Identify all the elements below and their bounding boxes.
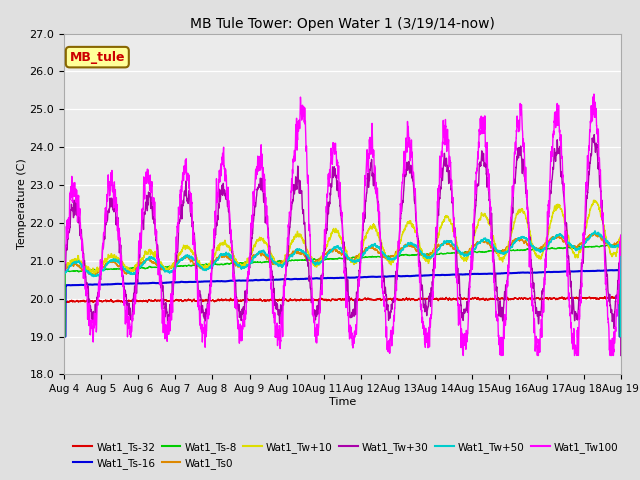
Wat1_Tw+50: [591, 228, 598, 234]
Wat1_Tw100: [422, 338, 430, 344]
Wat1_Tw+10: [273, 259, 280, 265]
Wat1_Ts0: [394, 249, 402, 254]
Wat1_Tw+30: [422, 303, 430, 309]
Wat1_Tw+10: [161, 265, 169, 271]
Wat1_Tw+10: [518, 206, 525, 212]
Wat1_Ts-8: [394, 253, 402, 259]
Wat1_Ts-32: [60, 334, 68, 339]
Line: Wat1_Tw+30: Wat1_Tw+30: [64, 135, 621, 356]
Wat1_Tw+10: [590, 197, 598, 203]
Wat1_Tw100: [273, 334, 280, 340]
Wat1_Tw+50: [422, 254, 430, 260]
Wat1_Ts-16: [394, 273, 402, 279]
Wat1_Ts-16: [476, 271, 483, 277]
Line: Wat1_Ts-32: Wat1_Ts-32: [64, 297, 621, 336]
Wat1_Ts0: [161, 268, 169, 274]
Line: Wat1_Ts-16: Wat1_Ts-16: [64, 270, 621, 336]
Wat1_Tw+10: [60, 334, 68, 339]
Wat1_Tw+50: [273, 262, 280, 267]
Wat1_Ts0: [422, 253, 430, 259]
Line: Wat1_Tw100: Wat1_Tw100: [64, 94, 621, 356]
Wat1_Ts-32: [422, 296, 430, 302]
Wat1_Ts0: [60, 334, 68, 339]
Wat1_Ts-8: [617, 334, 625, 339]
Wat1_Tw+30: [161, 314, 169, 320]
Wat1_Tw+10: [476, 217, 483, 223]
Wat1_Ts-32: [273, 297, 280, 303]
Y-axis label: Temperature (C): Temperature (C): [17, 158, 27, 250]
Wat1_Tw100: [161, 332, 169, 337]
Wat1_Tw100: [518, 110, 525, 116]
Wat1_Ts-16: [518, 270, 525, 276]
Line: Wat1_Tw+10: Wat1_Tw+10: [64, 200, 621, 336]
Wat1_Ts0: [476, 240, 483, 245]
Wat1_Ts-8: [60, 334, 68, 339]
Wat1_Ts-16: [613, 267, 621, 273]
Wat1_Tw+50: [617, 334, 625, 339]
Wat1_Tw100: [394, 248, 402, 253]
Wat1_Ts0: [617, 334, 625, 339]
Wat1_Tw+50: [476, 240, 483, 246]
Wat1_Tw100: [617, 232, 625, 238]
Wat1_Ts-16: [273, 277, 280, 283]
Wat1_Tw+30: [617, 353, 625, 359]
Wat1_Ts-32: [476, 296, 483, 302]
Wat1_Tw+50: [394, 252, 402, 258]
Line: Wat1_Ts0: Wat1_Ts0: [64, 233, 621, 336]
Wat1_Ts-32: [617, 334, 625, 339]
Wat1_Tw+50: [60, 334, 68, 339]
Wat1_Ts0: [591, 230, 598, 236]
Wat1_Ts-8: [422, 252, 430, 257]
Wat1_Ts-32: [518, 295, 525, 301]
Wat1_Tw100: [476, 129, 483, 134]
Wat1_Tw+30: [273, 306, 280, 312]
Wat1_Ts-8: [476, 249, 483, 254]
Title: MB Tule Tower: Open Water 1 (3/19/14-now): MB Tule Tower: Open Water 1 (3/19/14-now…: [190, 17, 495, 31]
Wat1_Tw100: [60, 353, 68, 359]
X-axis label: Time: Time: [329, 397, 356, 407]
Wat1_Ts0: [518, 237, 525, 242]
Wat1_Tw+30: [394, 256, 402, 262]
Wat1_Tw+10: [617, 334, 625, 339]
Wat1_Tw+10: [394, 244, 402, 250]
Wat1_Ts-32: [161, 297, 169, 303]
Wat1_Ts-8: [616, 242, 623, 248]
Wat1_Ts-16: [60, 334, 68, 339]
Wat1_Ts-8: [273, 259, 280, 264]
Wat1_Ts-32: [608, 294, 616, 300]
Text: MB_tule: MB_tule: [70, 51, 125, 64]
Wat1_Tw+30: [60, 353, 68, 359]
Wat1_Ts-16: [617, 334, 625, 339]
Wat1_Ts-16: [422, 273, 430, 278]
Legend: Wat1_Ts-32, Wat1_Ts-16, Wat1_Ts-8, Wat1_Ts0, Wat1_Tw+10, Wat1_Tw+30, Wat1_Tw+50,: Wat1_Ts-32, Wat1_Ts-16, Wat1_Ts-8, Wat1_…: [69, 438, 623, 473]
Wat1_Tw+50: [161, 269, 169, 275]
Wat1_Ts-8: [518, 247, 525, 253]
Line: Wat1_Tw+50: Wat1_Tw+50: [64, 231, 621, 336]
Wat1_Ts-8: [161, 264, 169, 270]
Wat1_Tw100: [590, 91, 598, 97]
Wat1_Tw+30: [590, 132, 598, 138]
Wat1_Tw+30: [476, 161, 483, 167]
Line: Wat1_Ts-8: Wat1_Ts-8: [64, 245, 621, 336]
Wat1_Ts-32: [394, 297, 402, 303]
Wat1_Ts-16: [161, 280, 169, 286]
Wat1_Tw+50: [518, 235, 525, 240]
Wat1_Ts0: [273, 261, 280, 266]
Wat1_Tw+30: [518, 158, 525, 164]
Wat1_Tw+10: [422, 257, 430, 263]
